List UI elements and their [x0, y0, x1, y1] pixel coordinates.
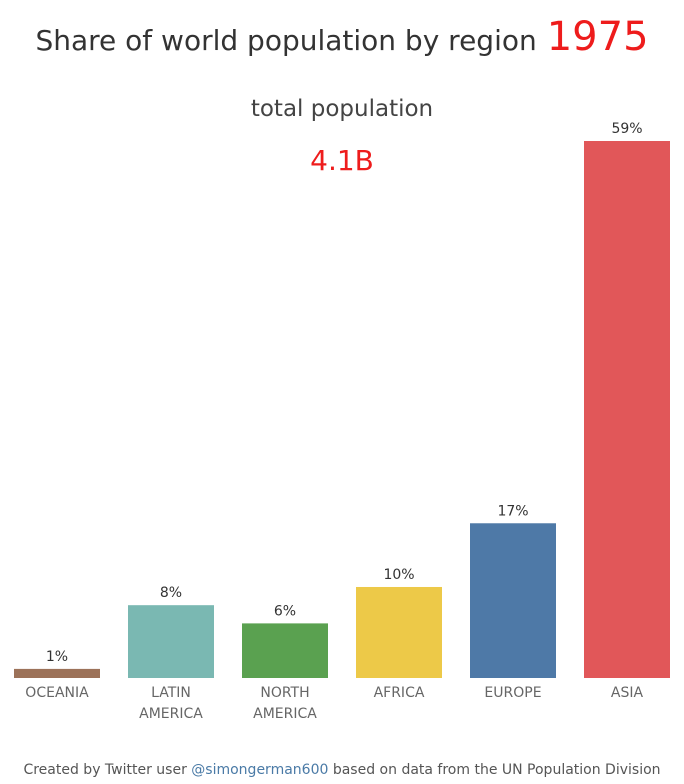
bar-north-america: [242, 623, 328, 678]
bar-europe: [470, 523, 556, 678]
twitter-handle-link[interactable]: @simongerman600: [191, 762, 329, 778]
category-label-latin-america-line-1: LATIN: [151, 685, 191, 701]
title-row: Share of world population by region 1975: [0, 14, 684, 60]
category-label-asia: ASIA: [611, 685, 644, 701]
footer-suffix: based on data from the UN Population Div…: [332, 762, 661, 778]
data-label-latin-america: 8%: [160, 585, 182, 601]
year-label: 1975: [546, 14, 649, 60]
category-label-north-america-line-1: NORTH: [260, 685, 309, 701]
bar-oceania: [14, 668, 100, 678]
category-label-africa: AFRICA: [374, 685, 425, 701]
bar-africa: [356, 586, 442, 678]
category-label-europe: EUROPE: [484, 685, 541, 701]
category-label-oceania: OCEANIA: [25, 685, 89, 701]
data-label-europe: 17%: [497, 503, 528, 519]
data-label-oceania: 1%: [46, 649, 68, 665]
bar-asia: [584, 141, 670, 678]
footer-prefix: Created by Twitter user: [23, 762, 187, 778]
data-label-asia: 59%: [611, 121, 642, 137]
data-label-africa: 10%: [383, 567, 414, 583]
chart-title: Share of world population by region: [35, 24, 537, 57]
category-label-north-america-line-2: AMERICA: [253, 706, 317, 722]
bar-latin-america: [128, 605, 214, 678]
footer-credit: Created by Twitter user @simongerman600 …: [0, 762, 684, 778]
total-population-label: total population: [250, 96, 434, 122]
category-label-latin-america-line-2: AMERICA: [139, 706, 203, 722]
total-population-value: 4.1B: [310, 144, 374, 177]
data-label-north-america: 6%: [274, 603, 296, 619]
bar-chart: 1% OCEANIA 8% LATIN AMERICA 6% NORTH AMERICA 10%…: [14, 121, 670, 722]
